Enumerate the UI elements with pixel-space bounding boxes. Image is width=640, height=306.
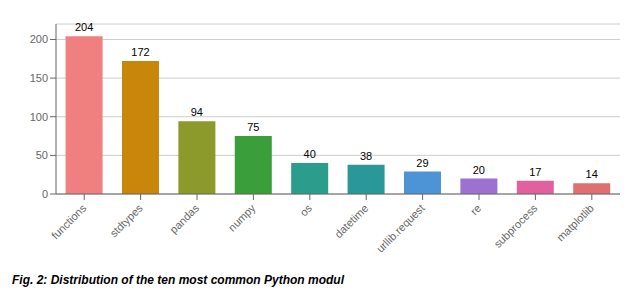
svg-text:functions: functions (49, 201, 89, 241)
svg-text:pandas: pandas (167, 201, 201, 235)
svg-text:100: 100 (30, 111, 48, 123)
svg-text:numpy: numpy (226, 201, 258, 233)
svg-text:0: 0 (42, 188, 48, 200)
svg-text:stdtypes: stdtypes (107, 201, 145, 239)
svg-text:matplotlib: matplotlib (554, 202, 596, 244)
svg-text:urllib.request: urllib.request (374, 202, 427, 255)
svg-text:50: 50 (36, 149, 48, 161)
svg-text:20: 20 (473, 164, 485, 176)
svg-text:17: 17 (529, 166, 541, 178)
svg-text:150: 150 (30, 72, 48, 84)
svg-text:29: 29 (416, 157, 428, 169)
svg-text:38: 38 (360, 150, 372, 162)
svg-text:172: 172 (131, 46, 149, 58)
svg-text:200: 200 (30, 33, 48, 45)
svg-text:94: 94 (191, 106, 203, 118)
html-text:Fig. 2: Distribution of the te: Fig. 2: Distribution of the ten most com… (12, 273, 344, 287)
svg-text:75: 75 (247, 121, 259, 133)
svg-text:subprocess: subprocess (491, 201, 540, 250)
svg-text:os: os (297, 201, 314, 218)
svg-text:datetime: datetime (332, 202, 370, 240)
svg-text:40: 40 (304, 148, 316, 160)
svg-text:re: re (468, 202, 483, 217)
svg-text:14: 14 (586, 168, 598, 180)
svg-text:204: 204 (75, 21, 93, 33)
